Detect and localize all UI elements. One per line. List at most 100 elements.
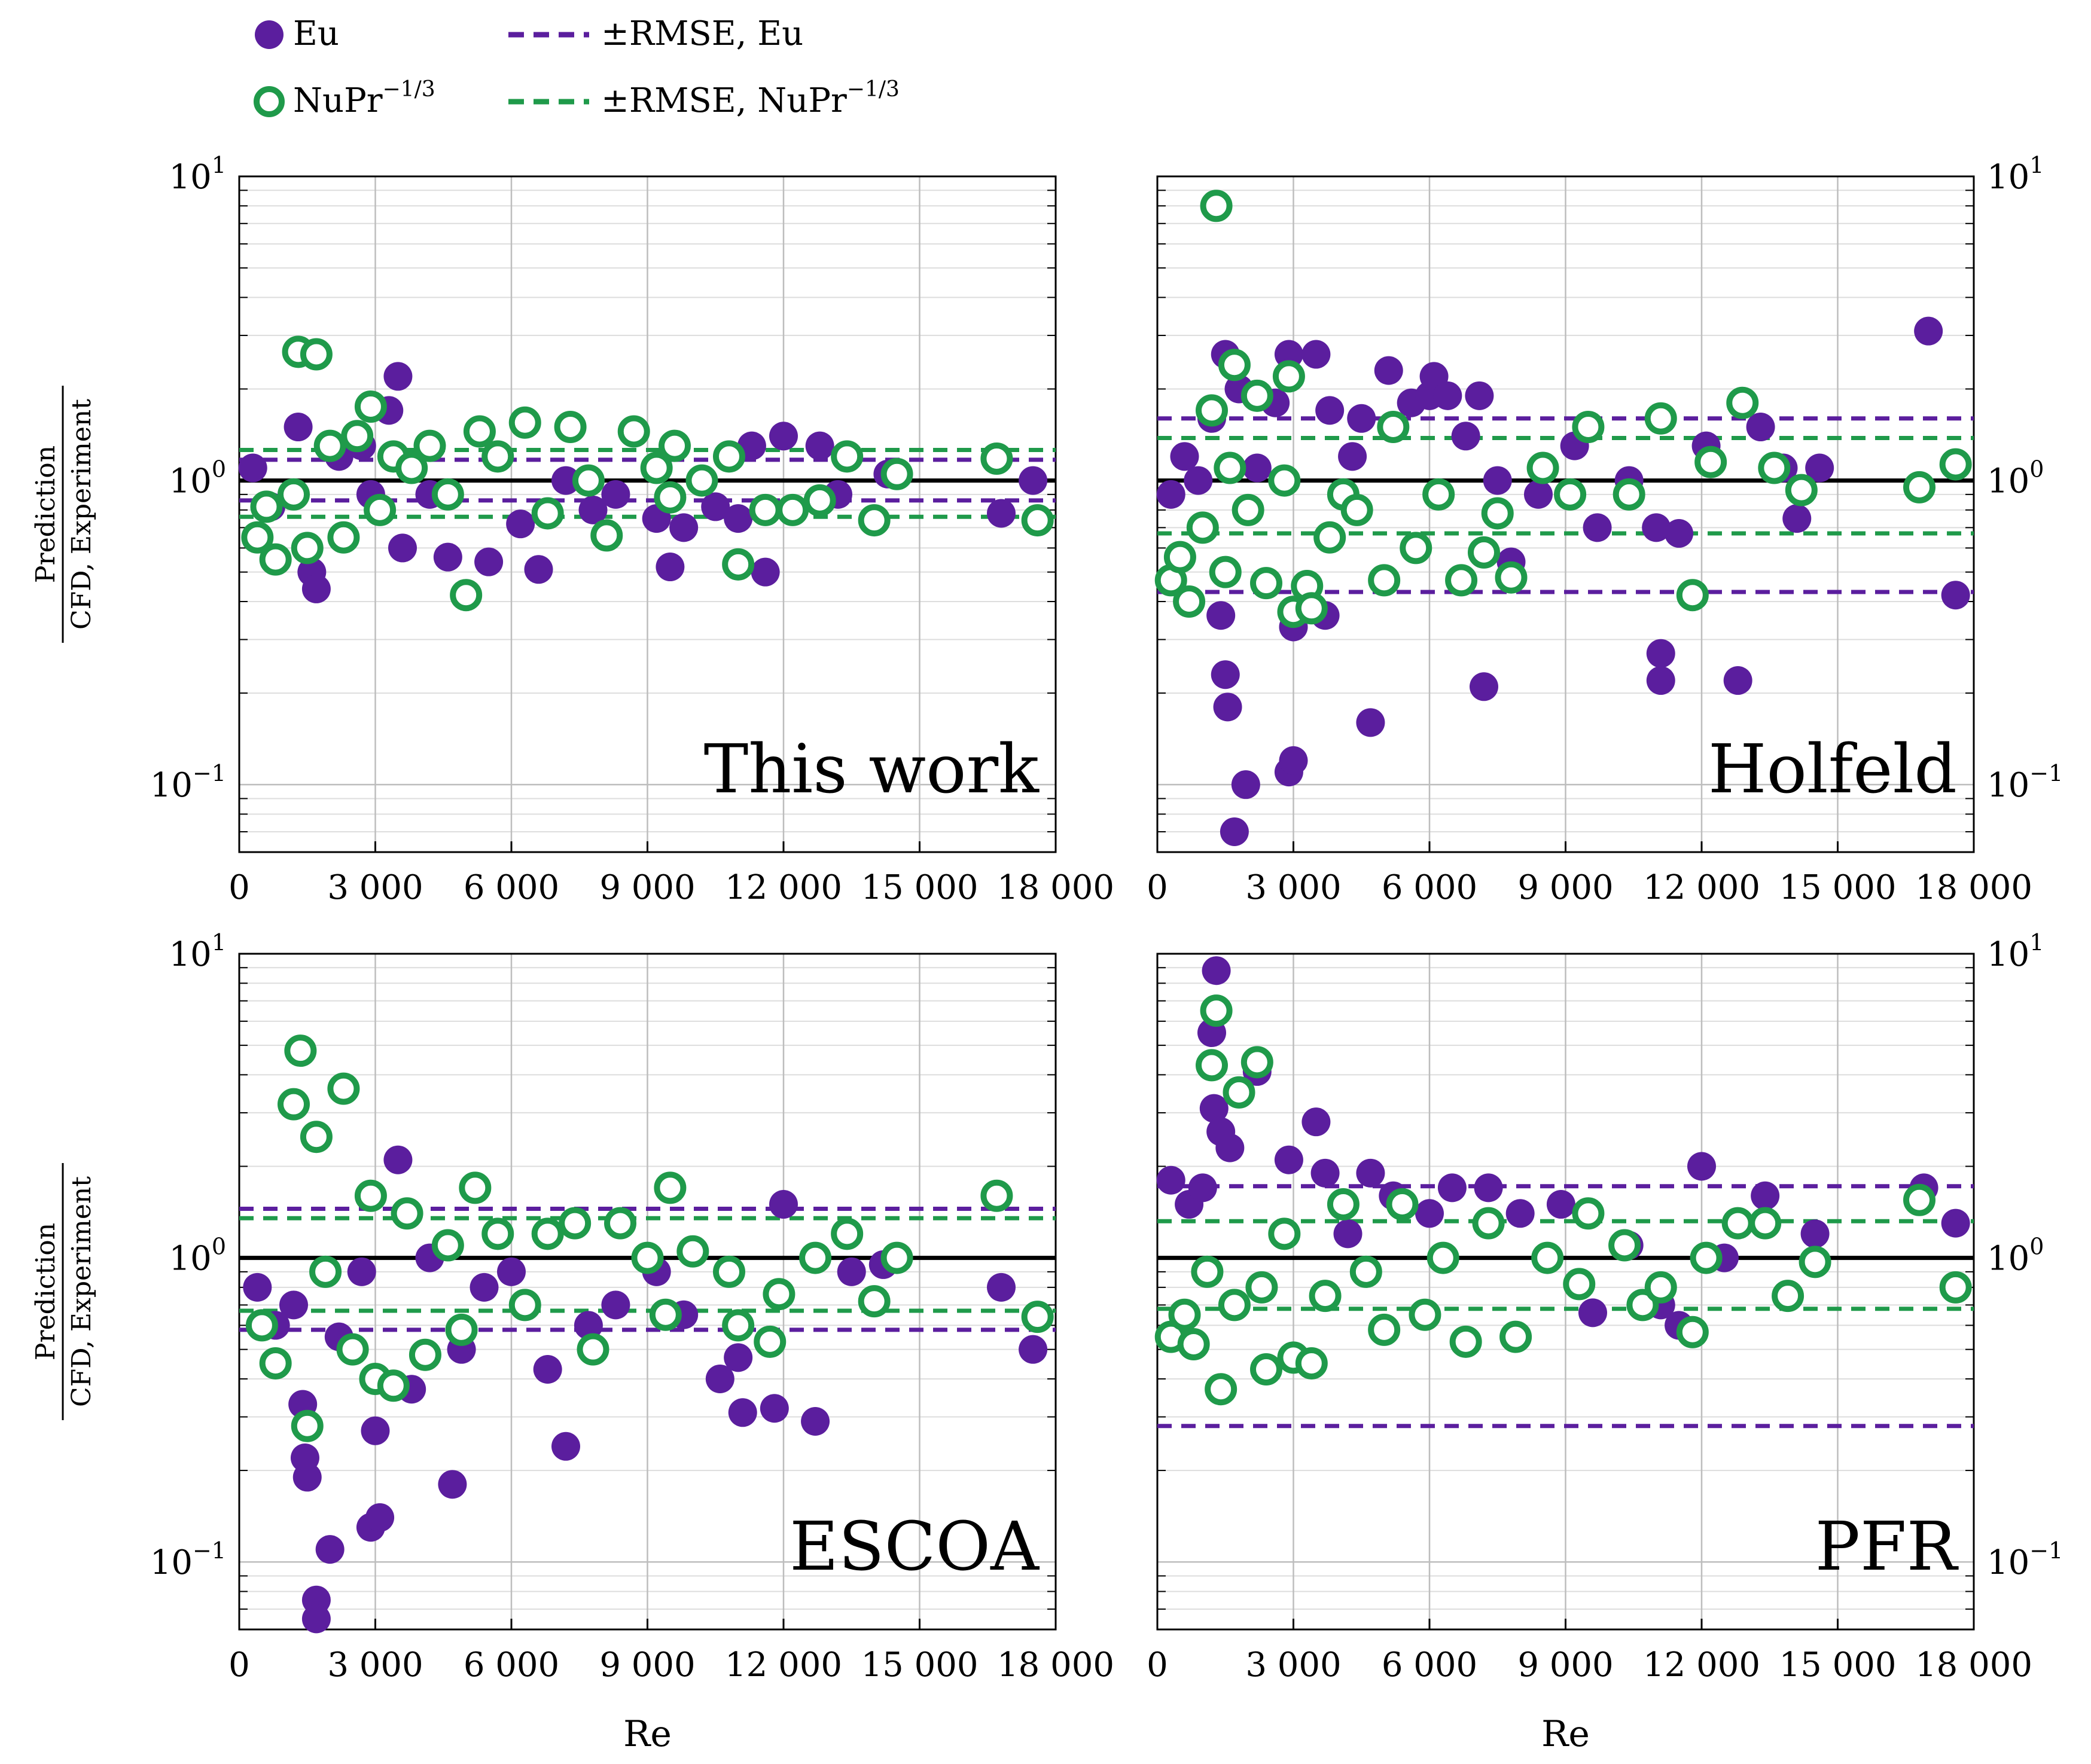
nu-point [1445, 564, 1478, 597]
eu-point [1333, 1219, 1362, 1249]
eu-point [1723, 666, 1752, 695]
eu-point [1483, 466, 1512, 495]
legend: Eu NuPr−1/3 ±RMSE, Eu ±RMSE, NuPr−1/3 [254, 14, 900, 120]
plot-frame [238, 175, 1057, 853]
eu-point [388, 533, 417, 563]
y-tick-label-base: 10 [150, 766, 193, 805]
nu-point [300, 1121, 333, 1153]
y-tick-label: 101 [169, 929, 226, 974]
eu-point [1202, 956, 1231, 985]
nu-point [685, 464, 718, 497]
legend-rmse-nu-base: ±RMSE, NuPr [601, 81, 847, 120]
eu-point [1356, 708, 1385, 737]
nu-point [391, 1197, 423, 1230]
y-tick-label-exp: −1 [2029, 1537, 2063, 1564]
nu-point [1799, 1246, 1831, 1278]
nu-point [554, 411, 587, 444]
nu-point [1694, 445, 1727, 478]
eu-point [1215, 1133, 1245, 1162]
nu-point [1676, 1316, 1709, 1348]
eu-point [1505, 1199, 1535, 1228]
x-tick-label: 3 000 [327, 1646, 423, 1684]
nu-point [1240, 1046, 1273, 1079]
y-tick-label: 10−1 [150, 1537, 226, 1582]
x-tick-label: 18 000 [997, 1646, 1114, 1684]
eu-point [438, 1470, 467, 1499]
eu-point [1231, 770, 1260, 799]
x-tick-label: 18 000 [1915, 868, 2032, 907]
nu-point [450, 579, 483, 612]
eu-point [1433, 381, 1462, 410]
x-tick-label: 6 000 [1382, 868, 1477, 907]
nu-point [336, 1333, 369, 1366]
nu-point [1268, 464, 1301, 497]
y-tick-label-base: 10 [1987, 158, 2029, 197]
nu-point [463, 415, 496, 448]
eu-point [1665, 519, 1694, 548]
nu-point [291, 1409, 324, 1442]
eu-point [1356, 1158, 1385, 1188]
nu-point [1499, 1320, 1532, 1353]
eu-point [301, 1604, 331, 1634]
legend-nu-label: NuPr−1/3 [293, 77, 435, 120]
y-tick-label-base: 10 [1987, 935, 2029, 974]
eu-point [574, 1311, 603, 1340]
nu-point [241, 521, 274, 554]
nu-point [676, 1235, 709, 1268]
eu-point [724, 1343, 753, 1372]
eu-point [1206, 601, 1236, 630]
nu-point [1726, 386, 1759, 419]
nu-point [776, 493, 809, 526]
nu-point [1449, 1325, 1482, 1358]
nu-point [1495, 561, 1528, 594]
nu-point [1214, 451, 1246, 484]
nu-point [459, 1171, 492, 1204]
x-tick-label: 3 000 [327, 868, 423, 907]
x-tick-label: 0 [228, 1646, 250, 1684]
nu-point [481, 1217, 514, 1250]
eu-point [987, 1272, 1016, 1302]
y-tick-label-base: 10 [169, 935, 212, 974]
eu-point [1646, 666, 1675, 695]
nu-point [1250, 567, 1282, 600]
nu-point [327, 521, 360, 554]
nu-point [531, 1217, 564, 1250]
x-axis-label: Re [1541, 1713, 1590, 1755]
eu-point [284, 413, 313, 442]
eu-point [1805, 453, 1834, 483]
eu-point [724, 504, 753, 533]
x-tick-label: 9 000 [1517, 868, 1613, 907]
nu-point [1021, 1301, 1054, 1333]
nu-point [1409, 1298, 1441, 1331]
nu-point [1327, 1188, 1360, 1221]
y-tick-label-exp: 1 [2029, 929, 2044, 956]
panel-title: ESCOA [790, 1508, 1040, 1586]
nu-point [327, 1072, 360, 1105]
eu-point [578, 495, 608, 524]
x-tick-label: 12 000 [725, 1646, 842, 1684]
y-tick-label-base: 10 [169, 158, 212, 197]
eu-point [751, 557, 780, 587]
eu-point [1019, 1335, 1048, 1364]
eu-point [383, 1145, 413, 1174]
nu-point [1295, 592, 1328, 625]
nu-point [1163, 541, 1196, 573]
nu-point [1690, 1241, 1723, 1274]
eu-point [1800, 1219, 1830, 1249]
y-tick-label-exp: −1 [193, 1537, 226, 1564]
nu-point [722, 1309, 755, 1342]
nu-point [640, 451, 673, 484]
eu-point [551, 466, 580, 495]
eu-point [601, 480, 630, 509]
eu-point [361, 1416, 390, 1445]
nu-point [572, 464, 605, 497]
x-tick-label: 15 000 [861, 1646, 979, 1684]
nu-point [278, 478, 310, 511]
legend-eu-marker [255, 20, 284, 49]
y-tick-label-exp: 1 [212, 152, 226, 178]
nu-point [1472, 1207, 1505, 1240]
nu-point [559, 1207, 592, 1240]
